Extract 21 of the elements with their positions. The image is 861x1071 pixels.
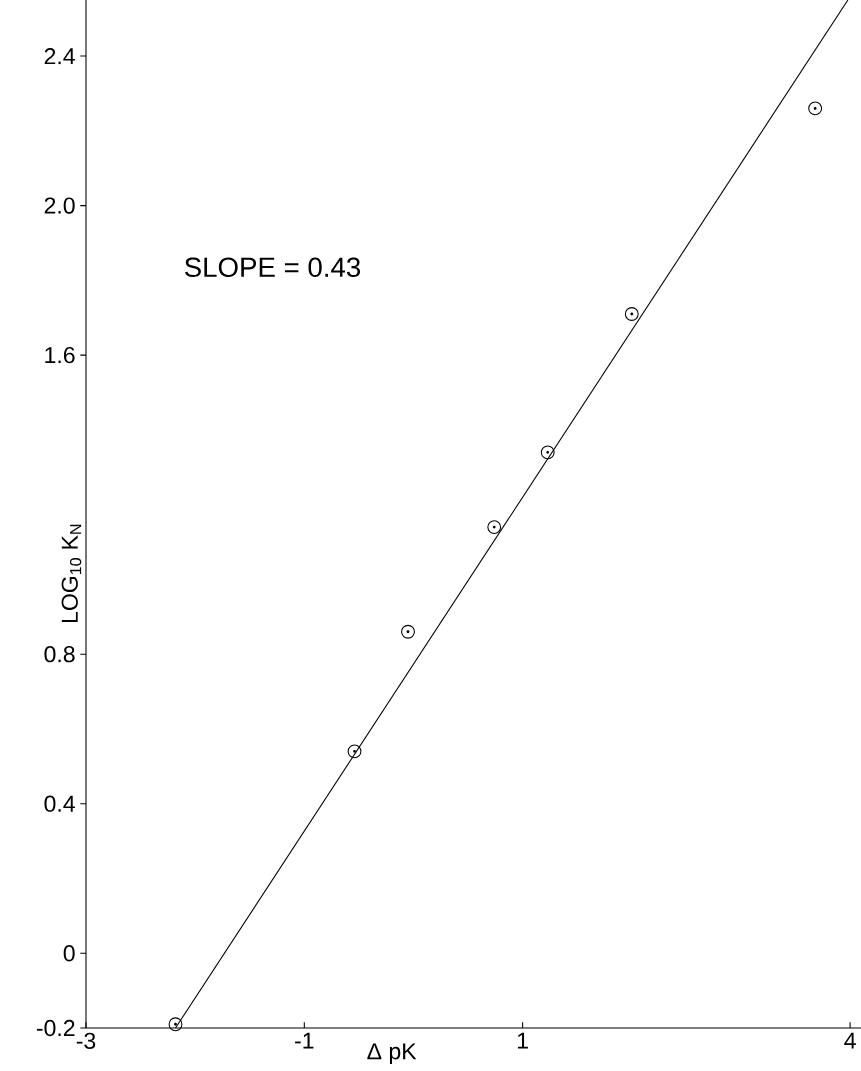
x-tick-label: 1: [517, 1032, 528, 1049]
point: [168, 1017, 183, 1032]
point: [624, 307, 639, 321]
x-tick-label: 4: [844, 1032, 856, 1049]
y-tick-label: 2.4: [44, 48, 75, 65]
point: [347, 744, 362, 759]
point: [808, 101, 823, 116]
y-tick-label: 0.8: [44, 646, 75, 663]
y-tick-label: 0.4: [44, 795, 75, 812]
y-tick-label: 2.0: [44, 197, 75, 214]
x-tick-label: -1: [295, 1032, 314, 1049]
point: [540, 445, 555, 460]
y-tick-label: -0.2: [36, 1019, 75, 1037]
annotation: SLOPE = 0.43: [184, 257, 361, 278]
x-tick-label: -3: [76, 1032, 96, 1050]
y-tick-label: 1.6: [45, 346, 75, 364]
y-axis-title: LOG$_{10}$ K$_{N}$: [61, 524, 82, 623]
x-axis-title: Δ pK: [367, 1043, 417, 1065]
point: [401, 624, 415, 639]
y-tick-label: 0: [63, 945, 75, 962]
point: [487, 520, 502, 535]
